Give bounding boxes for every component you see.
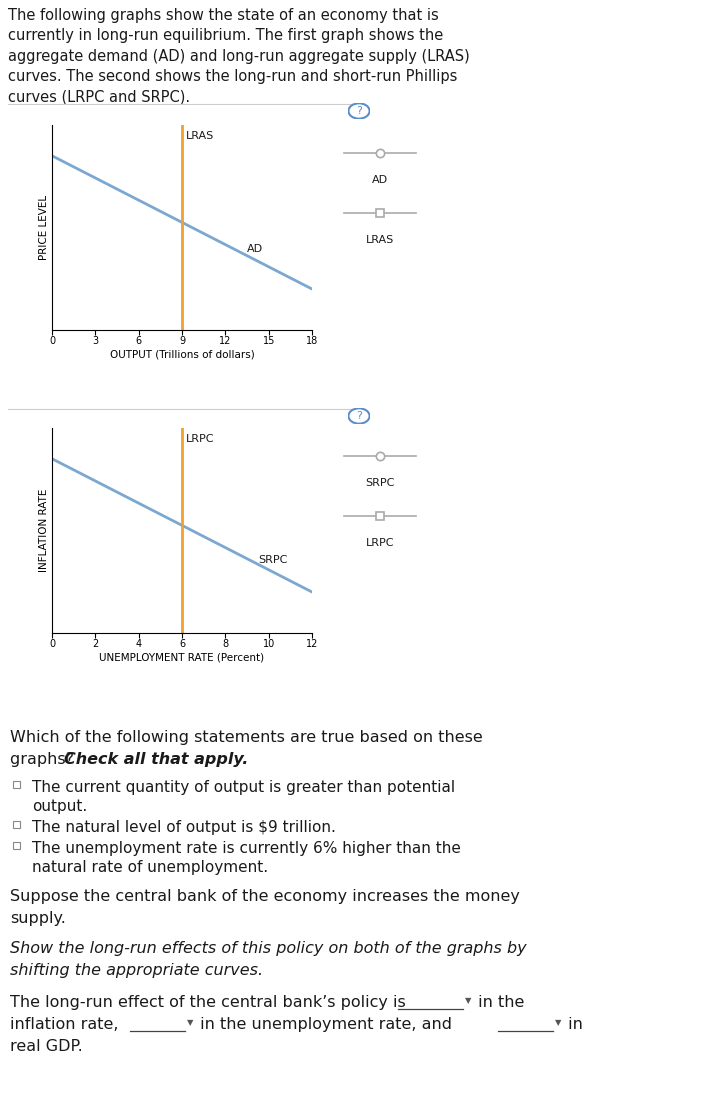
Bar xyxy=(13,821,20,828)
Text: output.: output. xyxy=(32,799,88,814)
Text: The natural level of output is $9 trillion.: The natural level of output is $9 trilli… xyxy=(32,820,336,835)
Bar xyxy=(13,781,20,788)
Text: ▼: ▼ xyxy=(187,1018,193,1027)
Text: in the unemployment rate, and: in the unemployment rate, and xyxy=(195,1017,452,1032)
Text: ?: ? xyxy=(356,412,362,422)
Text: LRAS: LRAS xyxy=(186,131,215,141)
Text: AD: AD xyxy=(247,244,263,254)
Text: in the: in the xyxy=(473,995,525,1010)
Text: Which of the following statements are true based on these: Which of the following statements are tr… xyxy=(10,730,483,745)
Text: SRPC: SRPC xyxy=(365,477,395,487)
Text: LRPC: LRPC xyxy=(186,434,215,444)
X-axis label: OUTPUT (Trillions of dollars): OUTPUT (Trillions of dollars) xyxy=(109,349,254,359)
Text: The unemployment rate is currently 6% higher than the: The unemployment rate is currently 6% hi… xyxy=(32,841,461,856)
Y-axis label: PRICE LEVEL: PRICE LEVEL xyxy=(40,195,49,260)
Text: in: in xyxy=(563,1017,583,1032)
Text: natural rate of unemployment.: natural rate of unemployment. xyxy=(32,860,268,875)
Text: Show the long-run effects of this policy on both of the graphs by: Show the long-run effects of this policy… xyxy=(10,941,527,956)
Text: shifting the appropriate curves.: shifting the appropriate curves. xyxy=(10,963,263,978)
Text: AD: AD xyxy=(372,174,388,184)
Text: The long-run effect of the central bank’s policy is: The long-run effect of the central bank’… xyxy=(10,995,406,1010)
Y-axis label: INFLATION RATE: INFLATION RATE xyxy=(40,488,49,572)
Text: inflation rate,: inflation rate, xyxy=(10,1017,119,1032)
Text: supply.: supply. xyxy=(10,911,66,926)
Circle shape xyxy=(349,408,369,424)
Text: ▼: ▼ xyxy=(555,1018,561,1027)
Text: graphs?: graphs? xyxy=(10,751,79,767)
Text: The following graphs show the state of an economy that is
currently in long-run : The following graphs show the state of a… xyxy=(8,8,469,104)
Text: ▼: ▼ xyxy=(465,996,472,1005)
Circle shape xyxy=(349,103,369,119)
Text: Check all that apply.: Check all that apply. xyxy=(64,751,249,767)
Bar xyxy=(13,842,20,849)
Text: Suppose the central bank of the economy increases the money: Suppose the central bank of the economy … xyxy=(10,889,520,904)
Text: The current quantity of output is greater than potential: The current quantity of output is greate… xyxy=(32,780,455,795)
Text: LRAS: LRAS xyxy=(366,234,394,244)
Text: LRPC: LRPC xyxy=(366,537,394,547)
X-axis label: UNEMPLOYMENT RATE (Percent): UNEMPLOYMENT RATE (Percent) xyxy=(100,652,265,662)
Text: SRPC: SRPC xyxy=(258,555,287,565)
Text: ?: ? xyxy=(356,107,362,117)
Text: real GDP.: real GDP. xyxy=(10,1039,83,1054)
